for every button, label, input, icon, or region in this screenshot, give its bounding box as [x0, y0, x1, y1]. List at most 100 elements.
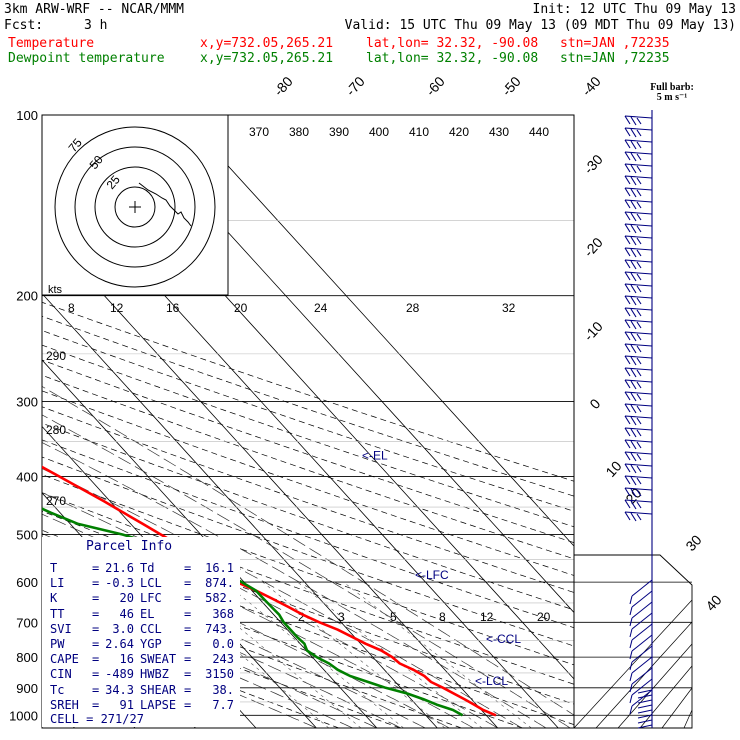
wind-barb — [631, 623, 653, 641]
wind-barb — [624, 355, 631, 365]
wind-barb — [636, 297, 642, 305]
wind-barb — [624, 451, 631, 461]
wind-barb — [636, 273, 642, 281]
wind-barb — [624, 259, 653, 263]
moist-adiabat-line — [42, 414, 571, 728]
parcel-key: YGP — [140, 636, 162, 651]
mixing-ratio-label: 20 — [537, 610, 551, 624]
model-title: 3km ARW-WRF -- NCAR/MMM — [4, 2, 185, 17]
wind-barb — [630, 188, 637, 198]
wind-barb — [624, 439, 631, 449]
parcel-key: SREH — [50, 697, 79, 712]
wind-barb — [624, 403, 631, 413]
wind-barb — [630, 128, 637, 138]
wind-barb — [624, 151, 631, 161]
wind-barb — [630, 260, 637, 270]
parcel-info-row: T = 21.6 Td = 16.1 — [50, 561, 236, 576]
barb-legend-line2: 5 m s⁻¹ — [656, 92, 688, 103]
wind-barb — [624, 343, 631, 353]
wind-barb — [631, 645, 653, 663]
wind-barb — [630, 248, 637, 258]
wind-barb — [630, 416, 637, 426]
parcel-info-row: CIN = -489 HWBZ = 3150 — [50, 667, 236, 682]
parcel-equals: = — [184, 667, 192, 682]
parcel-equals: = — [92, 621, 100, 636]
wind-barb — [624, 223, 653, 227]
wind-barb — [624, 499, 653, 503]
hodograph-ring — [114, 186, 156, 228]
wind-barb — [624, 187, 631, 197]
wind-barb — [624, 379, 653, 383]
wind-barb — [636, 249, 642, 257]
theta-e-label: 410 — [409, 125, 429, 139]
pressure-tick-label: 500 — [16, 528, 38, 543]
parcel-equals: = — [184, 576, 192, 591]
parcel-info-row: PW = 2.64 YGP = 0.0 — [50, 637, 236, 652]
wind-barb — [624, 211, 653, 215]
pressure-tick-label: 300 — [16, 394, 38, 409]
wind-barb — [630, 440, 637, 450]
wind-barb — [636, 153, 642, 161]
wind-barb — [631, 656, 653, 674]
parcel-value: 3150 — [205, 667, 234, 682]
wind-barb — [624, 211, 631, 221]
hodograph-ring — [94, 166, 176, 248]
wind-barb — [636, 441, 642, 449]
parcel-key: EL — [140, 606, 155, 621]
isotherm-extension-line — [639, 665, 693, 729]
init-time: Init: 12 UTC Thu 09 May 13 — [532, 2, 737, 17]
wind-barb — [631, 689, 653, 707]
plot-frame — [41, 114, 575, 729]
wind-barb — [630, 284, 637, 294]
wind-barb — [630, 308, 637, 318]
wind-barb — [629, 628, 633, 638]
wind-barb — [636, 417, 642, 425]
theta-e-label: 370 — [249, 125, 269, 139]
wind-barb — [637, 699, 653, 704]
wind-barb — [624, 271, 653, 275]
wind-barb — [624, 139, 653, 143]
wind-barb — [637, 709, 653, 714]
dry-adiabat-line — [42, 330, 574, 512]
wind-barb — [624, 175, 653, 179]
wind-barb — [624, 475, 631, 485]
dry-adiabat-line — [42, 359, 574, 544]
wind-barb — [624, 295, 631, 305]
mixing-ratio-line — [262, 581, 446, 728]
extension-frame — [574, 554, 693, 729]
parcel-equals: = — [184, 636, 192, 651]
wind-barb — [624, 307, 631, 317]
parcel-equals: = — [92, 561, 100, 575]
parcel-info-row: CAPE = 16 SWEAT = 243 — [50, 652, 236, 667]
parcel-key: CIN — [50, 667, 72, 682]
wind-barb — [630, 368, 637, 378]
wind-barb — [636, 117, 642, 125]
isotherm-label: -30 — [580, 151, 606, 177]
isotherm-extension-line — [661, 687, 693, 729]
wind-barb — [636, 345, 642, 353]
level-marker-label: <-CCL — [486, 632, 521, 646]
wind-barb — [636, 393, 642, 401]
parcel-key: SHEAR — [140, 682, 177, 697]
mixing-ratio-label: 20 — [234, 301, 248, 315]
parcel-key: CAPE — [50, 652, 79, 667]
pressure-tick-label: 100 — [16, 108, 38, 123]
wind-barb — [636, 309, 642, 317]
theta-e-label: 430 — [489, 125, 509, 139]
parcel-value: 743. — [205, 621, 234, 636]
wind-barb — [624, 415, 653, 419]
parcel-equals: = — [184, 561, 192, 575]
level-marker-label: <-LCL — [475, 674, 508, 688]
wind-barb — [636, 261, 642, 269]
wind-barb — [636, 381, 642, 389]
wind-barb — [630, 224, 637, 234]
wind-barb — [624, 331, 631, 341]
moist-adiabat-line — [42, 385, 574, 716]
parcel-key: T — [50, 561, 58, 575]
wind-barb — [624, 463, 653, 467]
pressure-tick-label: 700 — [16, 615, 38, 630]
isotherm-label: 40 — [702, 592, 724, 614]
wind-barb — [631, 667, 653, 685]
parcel-key: TT — [50, 606, 65, 621]
